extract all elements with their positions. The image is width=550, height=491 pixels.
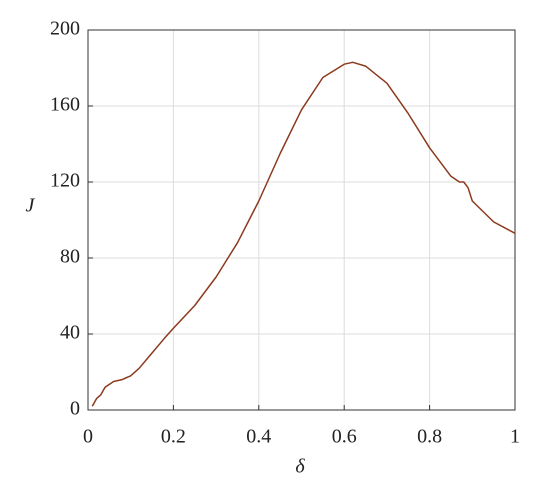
- x-tick-label: 1: [510, 426, 520, 448]
- x-tick-label: 0.6: [332, 426, 357, 448]
- x-axis-label: δ: [295, 456, 305, 478]
- y-tick-label: 200: [50, 18, 80, 40]
- y-tick-label: 80: [60, 246, 80, 268]
- x-tick-label: 0.8: [417, 426, 442, 448]
- y-tick-label: 40: [60, 322, 80, 344]
- data-line: [91, 61, 516, 407]
- y-tick-label: 160: [50, 94, 80, 116]
- y-tick-label: 0: [70, 398, 80, 420]
- x-tick-label: 0: [83, 426, 93, 448]
- y-tick-label: 120: [50, 170, 80, 192]
- x-tick-label: 0.4: [246, 426, 271, 448]
- plot-frame: [87, 29, 516, 411]
- x-tick-label: 0.2: [161, 426, 186, 448]
- y-axis-label: J: [26, 195, 36, 217]
